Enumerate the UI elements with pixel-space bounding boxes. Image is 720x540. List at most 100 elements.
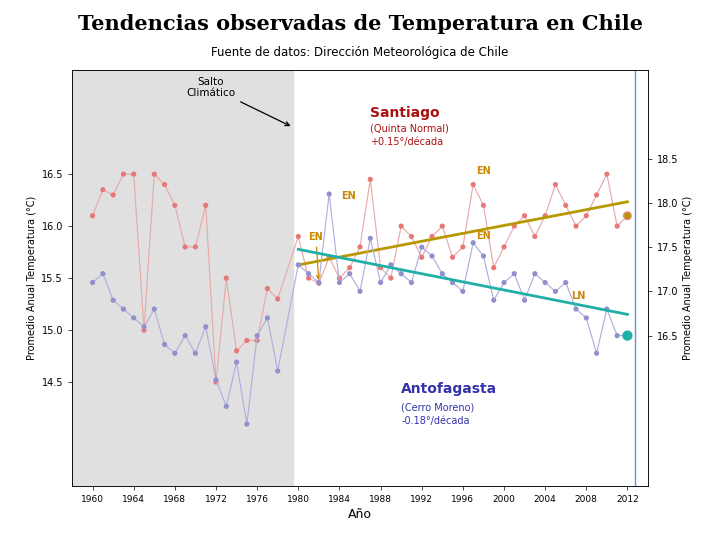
Text: EN: EN: [476, 166, 491, 176]
Point: [601, 170, 613, 179]
Point: [570, 305, 582, 313]
Point: [467, 180, 479, 189]
Point: [210, 375, 222, 384]
Point: [498, 242, 510, 251]
Point: [519, 296, 531, 305]
Point: [549, 287, 561, 296]
Point: [601, 305, 613, 313]
Point: [508, 269, 520, 278]
Point: [395, 222, 407, 231]
Point: [436, 222, 448, 231]
Point: [333, 278, 345, 287]
Point: [621, 211, 633, 220]
Point: [179, 331, 191, 340]
Point: [395, 269, 407, 278]
Point: [621, 211, 633, 220]
Point: [159, 180, 171, 189]
Point: [344, 264, 356, 272]
Point: [220, 274, 232, 282]
Point: [303, 274, 315, 282]
Text: Antofagasta: Antofagasta: [401, 382, 498, 396]
Point: [323, 190, 335, 198]
Point: [344, 269, 356, 278]
Point: [303, 269, 315, 278]
Point: [416, 243, 428, 252]
Point: [621, 331, 633, 340]
X-axis label: Año: Año: [348, 508, 372, 521]
Text: Santiago: Santiago: [370, 106, 440, 120]
Point: [436, 269, 448, 278]
Point: [529, 269, 541, 278]
Point: [580, 314, 592, 322]
Bar: [72, 70, 293, 486]
Point: [457, 242, 469, 251]
Point: [159, 340, 171, 349]
Point: [621, 211, 633, 220]
Point: [529, 232, 541, 241]
Point: [591, 349, 603, 357]
Point: [261, 284, 273, 293]
Point: [447, 278, 459, 287]
Point: [169, 349, 181, 357]
Text: Salto
Climático: Salto Climático: [186, 77, 289, 126]
Point: [148, 305, 160, 313]
Point: [477, 252, 489, 260]
Point: [426, 252, 438, 260]
Text: Fuente de datos: Dirección Meteorológica de Chile: Fuente de datos: Dirección Meteorológica…: [211, 46, 509, 59]
Point: [148, 170, 160, 179]
Point: [488, 296, 500, 305]
Point: [189, 349, 201, 357]
Point: [488, 264, 500, 272]
Point: [220, 402, 232, 411]
Point: [580, 211, 592, 220]
Text: EN: EN: [309, 232, 323, 279]
Point: [405, 232, 417, 241]
Point: [385, 260, 397, 269]
Point: [231, 358, 243, 367]
Point: [426, 232, 438, 241]
Point: [385, 274, 397, 282]
Point: [272, 367, 284, 375]
Point: [560, 201, 572, 210]
Text: EN: EN: [341, 191, 356, 201]
Point: [272, 294, 284, 303]
Point: [231, 347, 243, 355]
Point: [364, 175, 376, 184]
Point: [210, 377, 222, 386]
Point: [251, 336, 263, 345]
Point: [457, 287, 469, 296]
Point: [313, 279, 325, 288]
Point: [621, 331, 633, 340]
Point: [128, 170, 140, 179]
Point: [477, 201, 489, 210]
Point: [117, 305, 129, 313]
Point: [241, 420, 253, 428]
Point: [261, 314, 273, 322]
Point: [323, 253, 335, 262]
Point: [508, 222, 520, 231]
Point: [128, 314, 140, 322]
Point: [241, 336, 253, 345]
Point: [539, 211, 551, 220]
Point: [87, 278, 99, 287]
Point: [498, 278, 510, 287]
Point: [189, 242, 201, 251]
Point: [251, 331, 263, 340]
Point: [591, 191, 603, 199]
Y-axis label: Promedio Anual Temperatura (°C): Promedio Anual Temperatura (°C): [27, 196, 37, 360]
Point: [117, 170, 129, 179]
Point: [179, 242, 191, 251]
Point: [107, 296, 119, 305]
Point: [375, 278, 387, 287]
Point: [416, 253, 428, 262]
Y-axis label: Promedio Anual Temperatura (°C): Promedio Anual Temperatura (°C): [683, 196, 693, 360]
Text: (Quinta Normal)
+0.15°/década: (Quinta Normal) +0.15°/década: [370, 124, 449, 147]
Point: [87, 211, 99, 220]
Text: LN: LN: [571, 291, 585, 301]
Point: [375, 264, 387, 272]
Point: [97, 269, 109, 278]
Point: [200, 322, 212, 331]
Point: [519, 211, 531, 220]
Point: [560, 278, 572, 287]
Point: [97, 185, 109, 194]
